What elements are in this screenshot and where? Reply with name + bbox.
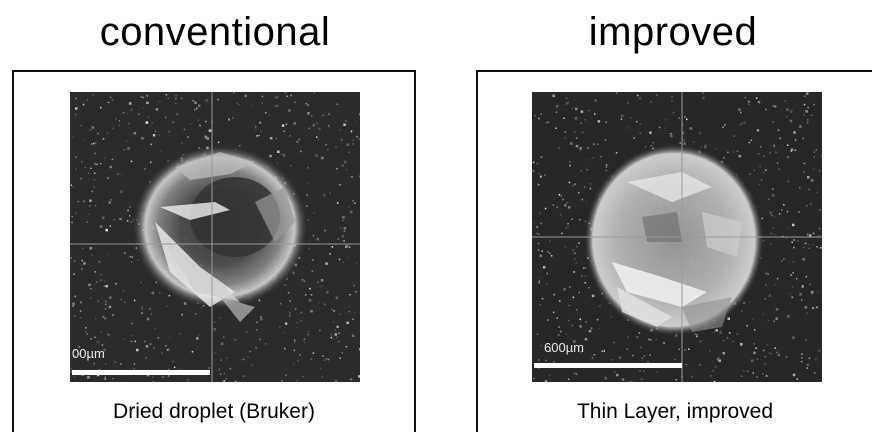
thin-layer-micrograph xyxy=(532,92,822,382)
microscope-image-thin-layer: 600µm xyxy=(532,92,822,382)
title-improved: improved xyxy=(588,10,758,54)
scale-label: 600µm xyxy=(544,340,585,355)
dried-droplet-micrograph xyxy=(70,92,360,382)
caption-thin-layer: Thin Layer, improved xyxy=(576,400,774,423)
microscope-image-dried-droplet: 00µm xyxy=(70,92,360,382)
caption-dried-droplet: Dried droplet (Bruker) xyxy=(113,400,315,423)
title-conventional: conventional xyxy=(99,10,331,54)
scale-bar xyxy=(534,363,682,368)
scale-label: 00µm xyxy=(72,346,105,361)
scale-bar xyxy=(72,370,210,375)
panel-conventional: 00µm Dried droplet (Bruker) xyxy=(12,70,416,432)
panel-improved: 600µm Thin Layer, improved xyxy=(476,70,872,432)
